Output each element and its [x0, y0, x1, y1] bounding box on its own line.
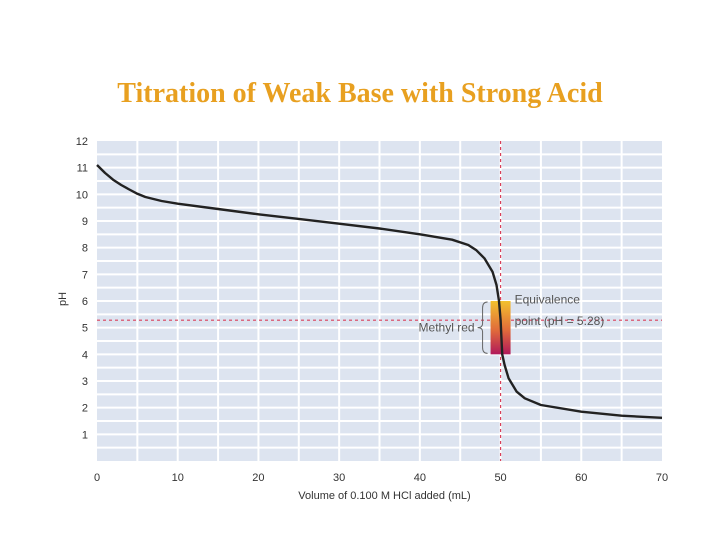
y-tick-label: 5 [82, 323, 88, 335]
equivalence-label-line1: Equivalence [515, 293, 581, 307]
titration-curve [96, 164, 663, 419]
y-tick-label: 6 [82, 296, 88, 308]
x-tick-label: 40 [414, 472, 426, 484]
x-tick-label: 20 [252, 472, 264, 484]
x-tick-label: 60 [575, 472, 587, 484]
grid [97, 141, 662, 461]
reference-lines [97, 141, 662, 461]
methyl-red-label: Methyl red [419, 321, 475, 335]
y-tick-label: 4 [82, 349, 88, 361]
x-tick-label: 50 [494, 472, 506, 484]
x-axis-label: Volume of 0.100 M HCl added (mL) [298, 490, 470, 502]
x-tick-label: 70 [656, 472, 668, 484]
y-tick-label: 10 [76, 189, 88, 201]
y-tick-label: 9 [82, 216, 88, 228]
y-tick-label: 2 [82, 403, 88, 415]
y-tick-label: 12 [76, 136, 88, 148]
equivalence-label-line2: point (pH = 5.28) [515, 314, 605, 328]
y-tick-label: 7 [82, 269, 88, 281]
x-tick-label: 30 [333, 472, 345, 484]
annotations: Methyl red Equivalence point (pH = 5.28) [419, 293, 605, 354]
x-tick-label: 0 [94, 472, 100, 484]
y-tick-label: 8 [82, 243, 88, 255]
y-tick-label: 1 [82, 429, 88, 441]
y-axis-label: pH [57, 292, 69, 306]
y-tick-label: 11 [77, 163, 88, 175]
y-tick-label: 3 [82, 376, 88, 388]
slide-title: Titration of Weak Base with Strong Acid [117, 78, 603, 109]
x-tick-label: 10 [172, 472, 184, 484]
